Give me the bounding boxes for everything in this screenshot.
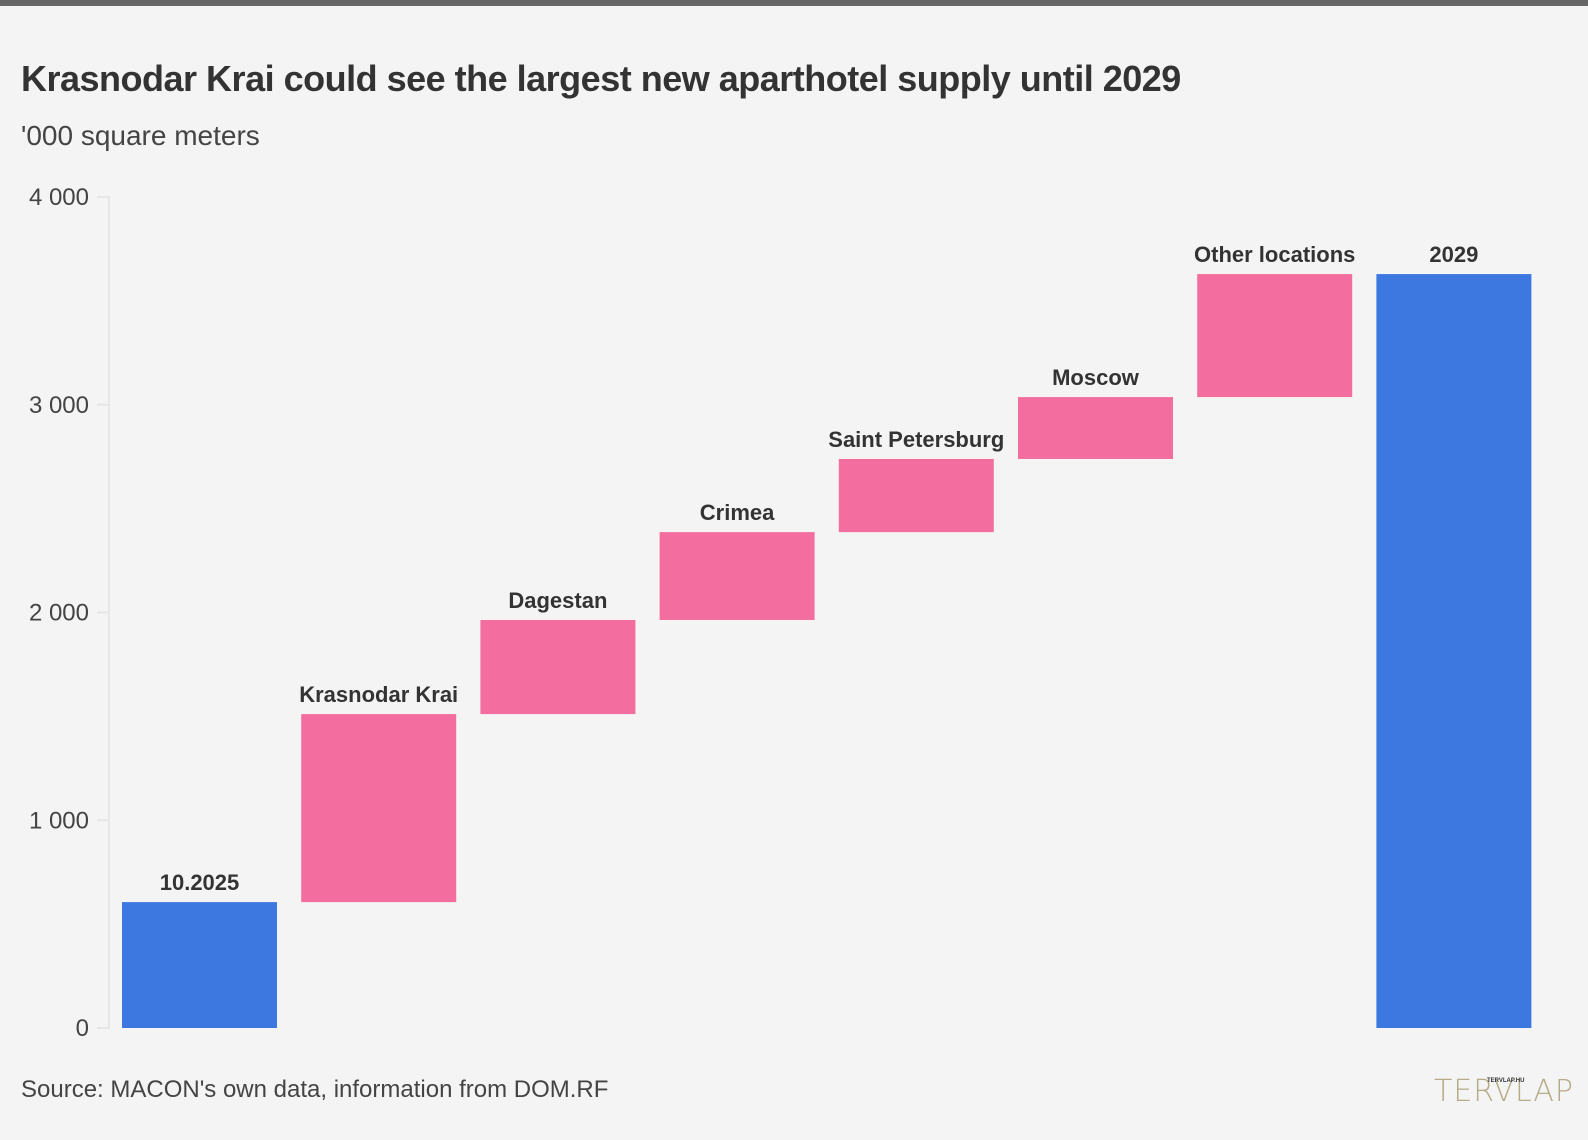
bar-10-2025[interactable] (122, 902, 277, 1028)
y-tick-label: 0 (76, 1015, 89, 1042)
tervlap-logo[interactable]: TERVLAP (1434, 1074, 1575, 1109)
y-tick-label: 2 000 (29, 600, 89, 627)
bar-label: Saint Petersburg (828, 427, 1004, 452)
bar-labels: 10.2025 Krasnodar Krai Dagestan Crimea Saint… (160, 242, 1479, 895)
bar-label: Other locations (1194, 242, 1355, 267)
bar-label: 10.2025 (160, 870, 240, 895)
bar-label: Moscow (1052, 365, 1140, 390)
chart-subtitle: '000 square meters (21, 120, 260, 151)
source-note: Source: MACON's own data, information fr… (21, 1076, 609, 1103)
bar-moscow[interactable] (1018, 397, 1173, 459)
bar-saint-petersburg[interactable] (838, 458, 994, 533)
bar-crimea[interactable] (659, 532, 815, 620)
bar-label: 2029 (1429, 242, 1478, 267)
tervlap-logo-small: TERVLAP.HU (1487, 1078, 1525, 1084)
y-tick-label: 1 000 (29, 807, 89, 834)
bar-label: Dagestan (508, 588, 607, 613)
bar-dagestan[interactable] (480, 619, 636, 715)
y-axis: 0 1 000 2 000 3 000 4 000 (29, 184, 110, 1042)
bar-krasnodar-krai[interactable] (301, 714, 457, 903)
bar-2029[interactable] (1376, 274, 1532, 1028)
bar-label: Krasnodar Krai (299, 682, 458, 707)
chart-title: Krasnodar Krai could see the largest new… (21, 58, 1181, 99)
top-border (0, 0, 1588, 6)
y-tick-label: 3 000 (29, 392, 89, 419)
bars (122, 274, 1532, 1028)
y-tick-label: 4 000 (29, 184, 89, 211)
bar-label: Crimea (700, 500, 775, 525)
bar-other-locations[interactable] (1197, 274, 1353, 398)
